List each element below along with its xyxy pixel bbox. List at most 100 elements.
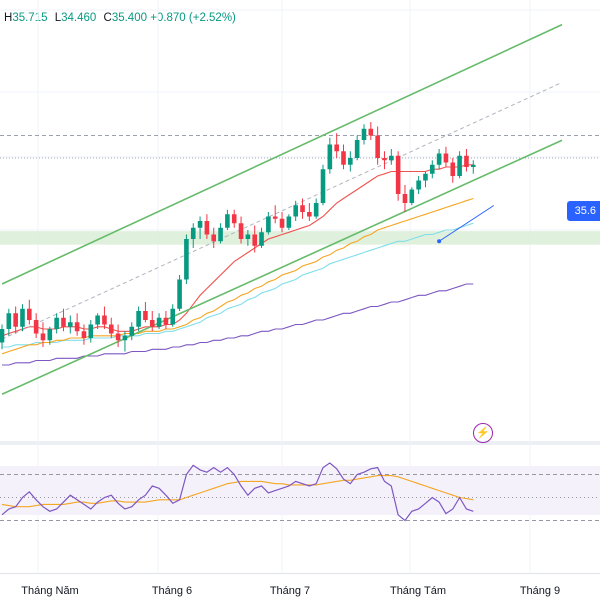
candle-body bbox=[68, 322, 73, 327]
candle-body bbox=[95, 315, 100, 325]
candle-body bbox=[300, 205, 305, 212]
candle-body bbox=[470, 164, 476, 167]
candle-body bbox=[238, 223, 244, 239]
candle bbox=[252, 225, 258, 253]
candle bbox=[102, 306, 107, 329]
candle-body bbox=[197, 221, 203, 228]
candle-body bbox=[170, 308, 176, 325]
candle bbox=[95, 313, 100, 329]
candle-body bbox=[149, 320, 155, 327]
close-label: C bbox=[103, 12, 112, 24]
change-value: +0.870 (+2.52%) bbox=[150, 12, 236, 24]
candle bbox=[429, 160, 435, 179]
candle-body bbox=[341, 151, 346, 165]
candle bbox=[389, 149, 394, 165]
candle-body bbox=[47, 329, 53, 341]
candle-body bbox=[457, 155, 462, 176]
candle bbox=[40, 322, 46, 347]
x-tick-label: Tháng 9 bbox=[520, 585, 560, 597]
lightning-icon[interactable]: ⚡ bbox=[473, 423, 493, 443]
axis-divider bbox=[0, 573, 600, 574]
candle bbox=[368, 122, 374, 140]
candle bbox=[423, 171, 428, 188]
candle bbox=[13, 306, 18, 334]
candle-body bbox=[54, 317, 59, 329]
candle bbox=[6, 308, 12, 336]
ma50-line bbox=[1, 197, 474, 355]
low-value: 34.460 bbox=[61, 12, 97, 24]
candle-body bbox=[184, 239, 189, 280]
candle bbox=[163, 311, 169, 329]
candle bbox=[238, 216, 244, 244]
candle bbox=[313, 198, 319, 219]
projection-point[interactable] bbox=[437, 239, 442, 244]
candle bbox=[27, 299, 32, 325]
candle-body bbox=[177, 279, 182, 309]
candle bbox=[33, 313, 39, 338]
candle bbox=[170, 304, 176, 327]
candle-body bbox=[409, 189, 415, 203]
candle-body bbox=[320, 169, 326, 203]
candle-body bbox=[88, 324, 94, 338]
ma20-line bbox=[1, 164, 474, 337]
projection-line[interactable] bbox=[438, 205, 495, 242]
candle bbox=[184, 234, 189, 284]
candle-body bbox=[313, 203, 319, 217]
x-tick-label: Tháng Tám bbox=[390, 585, 446, 597]
candle-body bbox=[33, 320, 39, 334]
candle-body bbox=[464, 155, 469, 167]
price-tag: 35.6 bbox=[566, 201, 600, 221]
candle bbox=[136, 306, 141, 332]
candle-body bbox=[307, 212, 312, 217]
close-value: 35.400 bbox=[111, 12, 147, 24]
candle-body bbox=[156, 317, 162, 327]
candle-body bbox=[74, 322, 80, 332]
candle bbox=[375, 126, 380, 165]
channel-upper-line[interactable] bbox=[1, 23, 563, 285]
candle-body bbox=[266, 216, 271, 233]
candle bbox=[190, 223, 196, 248]
candle bbox=[266, 212, 271, 235]
candle bbox=[470, 160, 476, 174]
candle bbox=[54, 313, 59, 334]
candle-body bbox=[136, 311, 141, 327]
candle-body bbox=[327, 144, 333, 170]
candle-body bbox=[108, 324, 114, 334]
candle bbox=[197, 216, 203, 239]
candle-body bbox=[429, 164, 435, 174]
candle bbox=[293, 200, 298, 221]
candle bbox=[88, 320, 94, 343]
candle-body bbox=[163, 317, 169, 325]
channel-lower-line[interactable] bbox=[1, 139, 563, 395]
candle bbox=[259, 227, 264, 248]
x-tick-label: Tháng Năm bbox=[21, 585, 78, 597]
candle-body bbox=[361, 128, 367, 140]
candle-body bbox=[190, 227, 196, 239]
candle bbox=[382, 151, 387, 170]
candle-body bbox=[402, 194, 408, 203]
rsi-band bbox=[0, 466, 600, 515]
candle bbox=[341, 144, 346, 170]
candle-body bbox=[368, 128, 374, 136]
candle-body bbox=[245, 234, 251, 239]
candle-body bbox=[225, 214, 230, 228]
channel-mid-line[interactable] bbox=[1, 81, 563, 340]
candle bbox=[395, 151, 401, 201]
candle-body bbox=[204, 221, 210, 235]
candle-body bbox=[218, 227, 223, 242]
candle-body bbox=[395, 155, 401, 194]
candle bbox=[156, 313, 162, 329]
candle bbox=[436, 149, 442, 170]
candle bbox=[149, 311, 155, 332]
candle bbox=[464, 149, 469, 172]
candle bbox=[115, 324, 121, 347]
candle-body bbox=[293, 205, 298, 217]
ohlc-legend: H35.715 L34.460 C35.400 +0.870 (+2.52%) bbox=[4, 12, 236, 24]
candle-body bbox=[272, 216, 278, 219]
candle bbox=[361, 124, 367, 145]
candle bbox=[300, 198, 305, 219]
candle bbox=[286, 214, 292, 230]
candle bbox=[245, 230, 251, 246]
low-label: L bbox=[54, 12, 62, 24]
